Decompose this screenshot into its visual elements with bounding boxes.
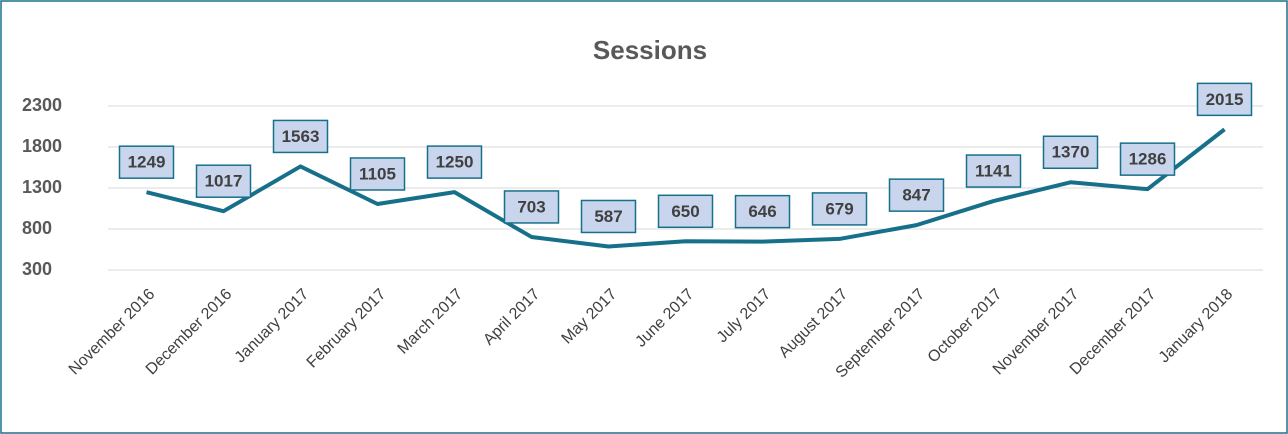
- series-line: [146, 127, 1226, 249]
- data-label-box: [965, 154, 1022, 188]
- data-label-box: [118, 145, 175, 179]
- data-label-box: [426, 145, 483, 179]
- y-tick-label: 2300: [22, 95, 62, 115]
- data-label-box: [1042, 135, 1099, 170]
- data-label-box: [657, 194, 714, 229]
- data-label-box: [1196, 82, 1253, 117]
- y-tick-label: 1800: [22, 136, 62, 156]
- data-label-box: [1119, 142, 1176, 176]
- data-label: 646: [748, 202, 776, 221]
- data-label: 1141: [975, 162, 1012, 181]
- data-label: 1250: [436, 153, 474, 172]
- data-label: 650: [671, 202, 699, 221]
- data-label: 1017: [205, 172, 243, 191]
- data-label: 679: [825, 199, 853, 218]
- y-tick-label: 1300: [22, 177, 62, 197]
- data-label: 1105: [359, 164, 396, 183]
- data-label: 2015: [1206, 90, 1244, 109]
- data-label: 587: [594, 207, 622, 226]
- data-label: 847: [902, 186, 930, 205]
- y-tick-label: 300: [22, 259, 52, 279]
- chart-title: Sessions: [593, 35, 707, 65]
- data-label: 1370: [1052, 143, 1090, 162]
- data-label-box: [195, 164, 252, 198]
- y-tick-label: 800: [22, 218, 52, 238]
- data-label-box: [888, 178, 945, 212]
- data-label-box: [272, 119, 329, 154]
- data-label-box: [811, 192, 868, 226]
- data-label-box: [349, 157, 406, 191]
- data-label-box: [734, 194, 791, 229]
- data-label: 1286: [1129, 150, 1167, 169]
- data-label-box: [503, 190, 560, 224]
- data-label: 1563: [282, 127, 320, 146]
- data-label-box: [580, 199, 637, 234]
- data-label: 703: [517, 197, 545, 216]
- data-label: 1249: [128, 153, 166, 172]
